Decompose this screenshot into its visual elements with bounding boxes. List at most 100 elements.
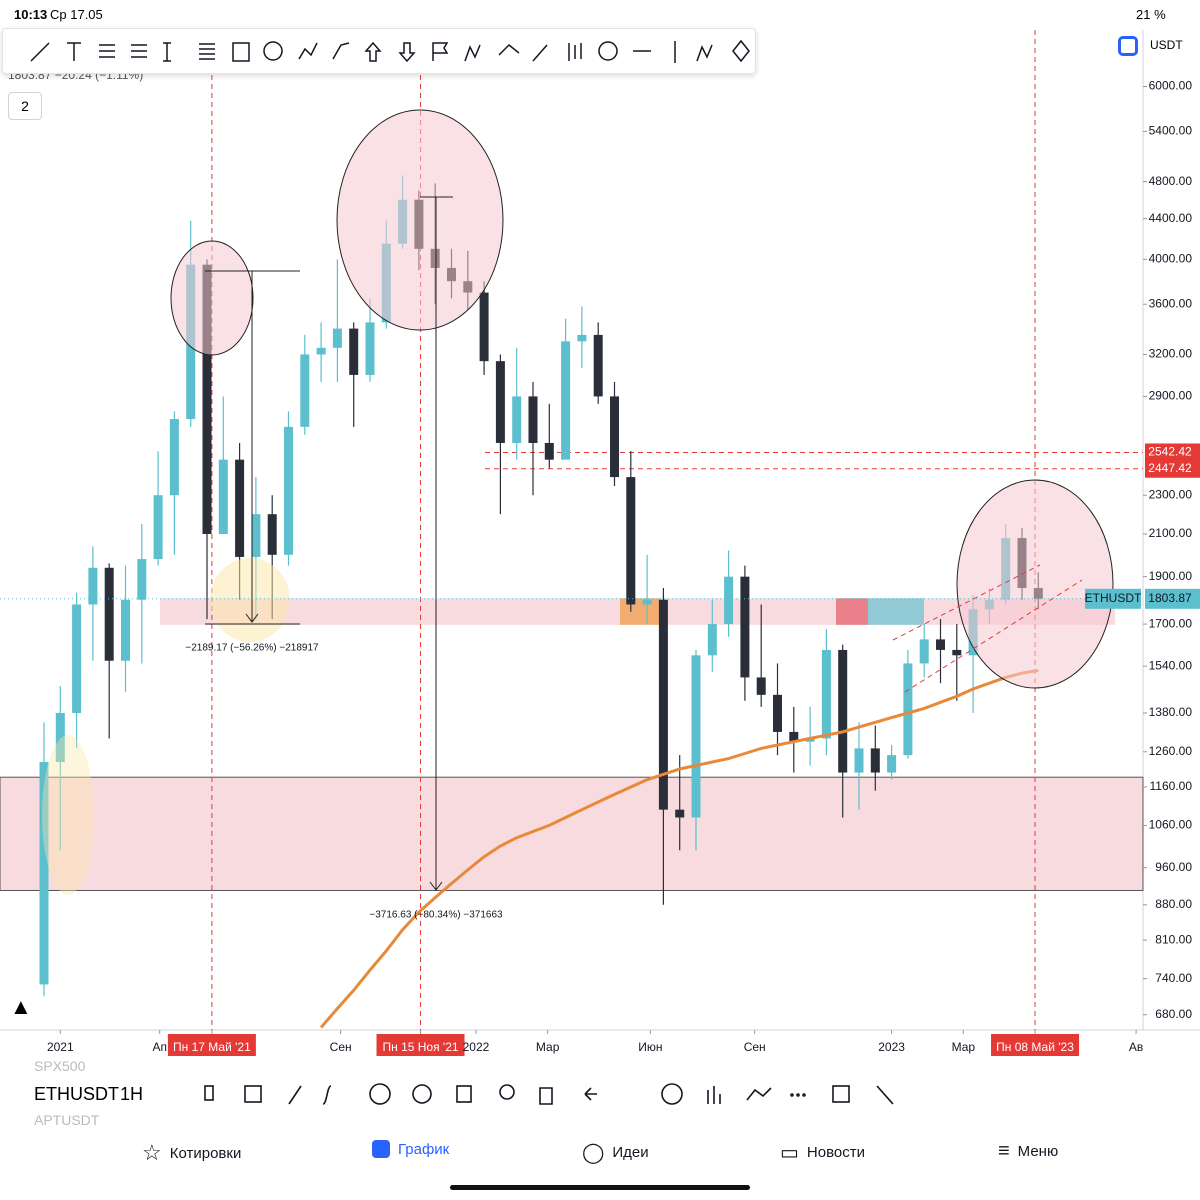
measure-label: −2189.17 (−56.26%) −218917: [185, 643, 319, 654]
candle-body: [218, 459, 228, 535]
candle-body: [854, 748, 864, 773]
drawing-toolbar[interactable]: [2, 28, 756, 74]
x-tick-label: 2021: [47, 1040, 74, 1054]
y-tick-label: 1260.00: [1149, 744, 1193, 758]
circle-drawing: [336, 109, 504, 331]
y-tick-label: 1900.00: [1149, 569, 1193, 583]
candle-body: [512, 396, 522, 443]
nav-ideas[interactable]: ◯ Идеи: [582, 1142, 649, 1164]
candle-body: [593, 334, 603, 397]
y-tick-label: 740.00: [1155, 971, 1192, 985]
zone-highlight: [868, 598, 924, 625]
candle-body: [936, 639, 945, 650]
tv-logo: ▲: [10, 994, 32, 1019]
candle-body: [332, 328, 342, 348]
nav-menu[interactable]: ≡ Меню: [998, 1140, 1059, 1162]
y-tick-label: 810.00: [1155, 932, 1192, 946]
prev-symbol[interactable]: SPX500: [34, 1058, 86, 1074]
candle-body: [267, 514, 277, 555]
nav-label: Меню: [1017, 1143, 1059, 1160]
candle-body: [349, 328, 359, 375]
next-symbol[interactable]: APTUSDT: [34, 1112, 100, 1128]
candle-body: [658, 599, 668, 810]
symbol[interactable]: ETHUSDT: [34, 1084, 119, 1104]
candle-body: [691, 655, 701, 818]
candle-body: [740, 576, 750, 678]
circle-drawing: [210, 558, 290, 642]
candle-body: [919, 639, 929, 664]
x-tick-label: Июн: [638, 1040, 662, 1054]
candle-body: [707, 624, 717, 656]
layout-button[interactable]: 2: [8, 92, 42, 120]
date-label-bg: [167, 1034, 256, 1060]
y-tick-label: 5400.00: [1149, 124, 1193, 138]
candle-body: [756, 677, 766, 695]
bottom-toolbar: SPX500 ETHUSDT 1H APTUSDT: [0, 1056, 1200, 1131]
y-tick-label: 880.00: [1155, 897, 1192, 911]
interval[interactable]: 1H: [120, 1084, 144, 1104]
level-label: 2542.42: [1148, 445, 1192, 459]
toolbar-icons: [30, 39, 750, 63]
candle-body: [169, 419, 179, 496]
x-tick-label: Ап: [152, 1040, 167, 1054]
plot: [0, 30, 1144, 1030]
y-tick-label: 1160.00: [1150, 779, 1193, 793]
x-tick-label: Пн 15 Ноя '21: [382, 1040, 458, 1054]
nav-chart[interactable]: График: [372, 1140, 449, 1158]
candle-body: [72, 604, 82, 713]
candle-body: [610, 396, 619, 478]
circle-drawing: [170, 240, 254, 356]
x-tick-label: Мар: [952, 1040, 976, 1054]
candle-body: [479, 292, 489, 362]
level-label: 2447.42: [1148, 461, 1192, 475]
nav-news[interactable]: ▭ Новости: [780, 1142, 865, 1164]
x-tick-label: 2023: [878, 1040, 905, 1054]
candle-body: [642, 599, 652, 605]
currency[interactable]: USDT: [1150, 38, 1183, 52]
home-indicator: [450, 1185, 750, 1190]
y-tick-label: 1380.00: [1149, 705, 1193, 719]
x-tick-label: Сен: [744, 1040, 766, 1054]
measure-label: −3716.63 (−80.34%) −371663: [369, 910, 503, 921]
date-label-bg: [991, 1034, 1080, 1060]
x-tick-label: Пн 17 Май '21: [173, 1040, 251, 1054]
candle-body: [104, 567, 114, 661]
sync-icon[interactable]: [1118, 36, 1138, 56]
candle-body: [153, 495, 163, 560]
x-tick-label: Пн 08 Май '23: [996, 1040, 1074, 1054]
candle-body: [577, 334, 587, 342]
candle-body: [870, 748, 880, 773]
candle-body: [561, 341, 571, 460]
nav-label: Идеи: [612, 1144, 649, 1161]
candle-body: [887, 755, 897, 773]
tool-icons[interactable]: [195, 1078, 895, 1112]
x-tick-label: Ав: [1129, 1040, 1143, 1054]
candle-body: [952, 649, 962, 656]
ema-line: [319, 668, 1039, 1029]
symbol-label-bg: [1085, 588, 1141, 609]
status-battery: 21 %: [1136, 7, 1166, 22]
candle-body: [235, 459, 245, 557]
candle-body: [284, 426, 293, 555]
y-tick-label: 3200.00: [1149, 347, 1193, 361]
status-time: 10:13: [14, 7, 48, 22]
nav-label: Новости: [806, 1144, 865, 1161]
y-tick-label: 4400.00: [1149, 211, 1193, 225]
y-tick-label: 2100.00: [1149, 526, 1193, 540]
y-tick-label: 2900.00: [1149, 389, 1193, 403]
candle-body: [789, 731, 799, 742]
y-tick-label: 6000.00: [1149, 79, 1193, 93]
y-tick-label: 2300.00: [1149, 487, 1193, 501]
circle-drawing: [42, 735, 94, 895]
circle-drawing: [956, 479, 1114, 689]
x-tick-label: Сен: [330, 1040, 352, 1054]
measure-drawing: [420, 196, 453, 891]
candle-body: [39, 762, 49, 985]
candle-body: [300, 354, 310, 427]
level-label-bg: [1145, 459, 1200, 478]
candle-body: [365, 322, 375, 375]
candle-body: [805, 738, 815, 742]
nav-quotes[interactable]: ☆ Котировки: [142, 1140, 242, 1165]
x-tick-label: Мар: [536, 1040, 560, 1054]
